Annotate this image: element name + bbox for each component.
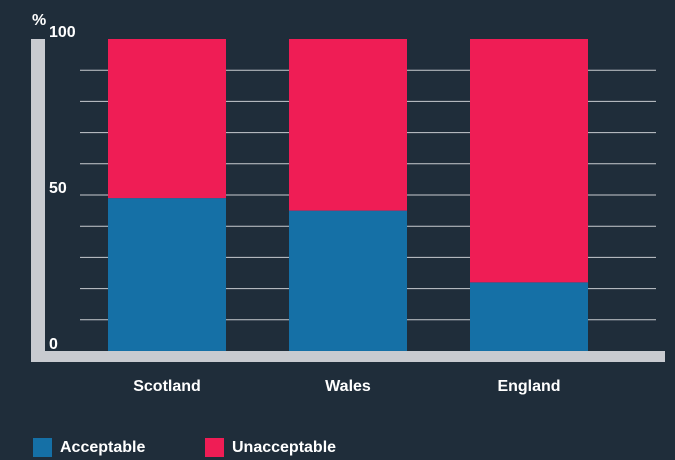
bar-segment — [470, 39, 588, 283]
legend-label: Acceptable — [60, 439, 145, 456]
legend-label: Unacceptable — [232, 439, 336, 456]
x-tick-label: England — [497, 378, 560, 395]
x-axis — [31, 351, 665, 362]
bars — [108, 39, 588, 351]
y-tick-label: 50 — [49, 180, 67, 197]
labels: 0 50 100 Scotland Wales England Acceptable Unac… — [33, 24, 561, 457]
y-unit: % — [32, 12, 46, 29]
x-tick-label: Wales — [325, 378, 371, 395]
y-tick-label: 0 — [49, 336, 58, 353]
x-tick-label: Scotland — [133, 378, 201, 395]
y-axis — [31, 39, 45, 362]
bar-segment — [470, 282, 588, 351]
bar-segment — [289, 39, 407, 211]
y-tick-label: 100 — [49, 24, 76, 41]
bar-segment — [289, 210, 407, 351]
legend-swatch — [205, 438, 224, 457]
legend-swatch — [33, 438, 52, 457]
bar-segment — [108, 39, 226, 199]
bar-segment — [108, 198, 226, 351]
